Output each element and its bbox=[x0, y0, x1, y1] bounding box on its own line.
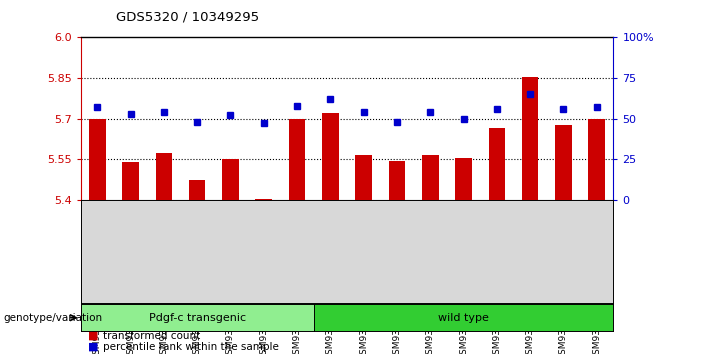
Bar bbox=[322, 113, 339, 200]
Text: genotype/variation: genotype/variation bbox=[4, 313, 102, 323]
Text: percentile rank within the sample: percentile rank within the sample bbox=[103, 342, 279, 352]
Text: ■: ■ bbox=[88, 331, 98, 341]
Text: wild type: wild type bbox=[438, 313, 489, 323]
Text: ■: ■ bbox=[88, 342, 98, 352]
Bar bbox=[222, 159, 239, 200]
Bar bbox=[255, 199, 272, 200]
Bar bbox=[422, 155, 439, 200]
Text: Pdgf-c transgenic: Pdgf-c transgenic bbox=[149, 313, 246, 323]
Bar bbox=[156, 153, 172, 200]
Text: transformed count: transformed count bbox=[103, 331, 200, 341]
Bar bbox=[489, 128, 505, 200]
Bar bbox=[555, 125, 572, 200]
Bar bbox=[122, 162, 139, 200]
Bar bbox=[355, 155, 372, 200]
Bar bbox=[455, 158, 472, 200]
Bar bbox=[89, 119, 106, 200]
Text: GDS5320 / 10349295: GDS5320 / 10349295 bbox=[116, 11, 259, 24]
Bar bbox=[189, 180, 205, 200]
Bar bbox=[588, 119, 605, 200]
Bar bbox=[289, 119, 306, 200]
Bar bbox=[522, 76, 538, 200]
Bar bbox=[388, 161, 405, 200]
